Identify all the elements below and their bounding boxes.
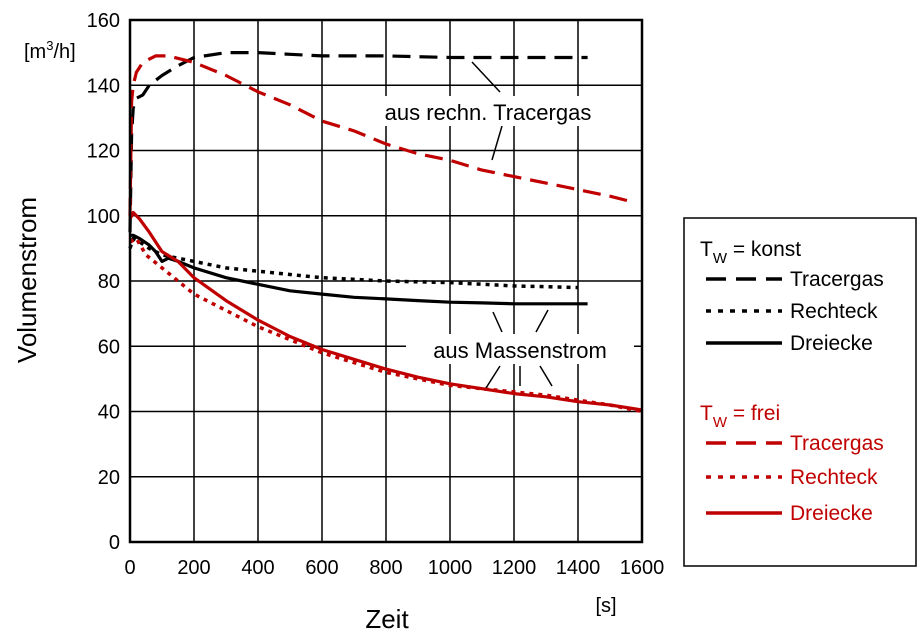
annotation-massenstrom-leader xyxy=(539,365,553,387)
legend-label-rechteck: Rechteck xyxy=(790,300,878,323)
annotation-massenstrom-box xyxy=(406,334,634,364)
y-tick-label: 60 xyxy=(98,336,120,358)
y-tick-label: 0 xyxy=(109,532,120,554)
legend-group-konst-main: T xyxy=(700,238,713,261)
series-layer xyxy=(128,51,643,414)
annotation-massenstrom-text: aus Massenstrom xyxy=(433,338,607,363)
series-line-konst-rechteck xyxy=(128,236,579,290)
y-axis-unit-suffix: /h] xyxy=(53,41,75,63)
annotation-massenstrom: aus Massenstrom xyxy=(406,309,634,389)
legend-label-rechteck: Rechteck xyxy=(790,466,878,489)
annotation-massenstrom-leader xyxy=(485,365,501,389)
legend: TW = konst TW = frei TracergasRechteckDr… xyxy=(683,217,917,567)
annotation-tracergas-leader xyxy=(491,125,503,161)
legend-items: Tracergas Rechteck Dreiecke Tracergas Rechte… xyxy=(706,268,884,525)
plot-frame xyxy=(128,18,644,544)
y-axis-label: Volumenstrom xyxy=(12,197,42,363)
annotation-tracergas-box xyxy=(358,96,618,126)
legend-label-dreiecke: Dreiecke xyxy=(790,502,873,525)
x-tick-label: 1400 xyxy=(556,557,601,579)
legend-group-konst: TW = konst xyxy=(700,238,801,267)
annotation-tracergas: aus rechn. Tracergas xyxy=(358,61,618,161)
series-line-frei-tracergas xyxy=(128,54,636,216)
x-tick-label: 800 xyxy=(369,557,402,579)
legend-group-frei-rest: = frei xyxy=(727,402,780,425)
legend-group-frei-sub: W xyxy=(713,414,728,431)
legend-group-frei-main: T xyxy=(700,402,713,425)
legend-box xyxy=(683,217,917,567)
x-tick-label: 1200 xyxy=(492,557,537,579)
y-axis-unit-prefix: [m xyxy=(24,41,46,63)
y-tick-label: 140 xyxy=(87,75,120,97)
legend-group-frei: TW = frei xyxy=(700,402,780,431)
y-tick-label: 40 xyxy=(98,402,120,424)
x-tick-label: 200 xyxy=(177,557,210,579)
x-axis-unit: [s] xyxy=(595,595,616,617)
legend-label-tracergas: Tracergas xyxy=(790,432,884,455)
x-tick-label: 0 xyxy=(124,557,135,579)
x-tick-label: 400 xyxy=(241,557,274,579)
y-tick-label: 20 xyxy=(98,467,120,489)
legend-label-tracergas: Tracergas xyxy=(790,268,884,291)
y-tick-label: 120 xyxy=(87,141,120,163)
annotation-tracergas-leader xyxy=(471,61,501,93)
x-tick-label: 600 xyxy=(305,557,338,579)
series-line-frei-dreiecke xyxy=(128,210,643,412)
legend-group-konst-rest: = konst xyxy=(727,238,801,261)
series-line-konst-tracergas xyxy=(128,51,588,233)
y-axis-unit: [m3/h] xyxy=(24,38,76,63)
x-tick-label: 1600 xyxy=(620,557,665,579)
series-line-konst-dreiecke xyxy=(130,233,588,306)
legend-label-dreiecke: Dreiecke xyxy=(790,332,873,355)
legend-group-konst-sub: W xyxy=(713,250,728,267)
x-axis-label: Zeit xyxy=(365,604,409,634)
series-line-frei-rechteck xyxy=(129,236,643,414)
x-tick-label: 1000 xyxy=(428,557,473,579)
annotation-massenstrom-leader xyxy=(535,309,549,333)
y-axis-unit-superscript: 3 xyxy=(46,38,53,53)
annotation-tracergas-text: aus rechn. Tracergas xyxy=(385,100,592,125)
y-tick-label: 80 xyxy=(98,271,120,293)
y-tick-label: 100 xyxy=(87,206,120,228)
y-tick-label: 160 xyxy=(87,10,120,32)
annotation-massenstrom-leader xyxy=(492,311,503,333)
